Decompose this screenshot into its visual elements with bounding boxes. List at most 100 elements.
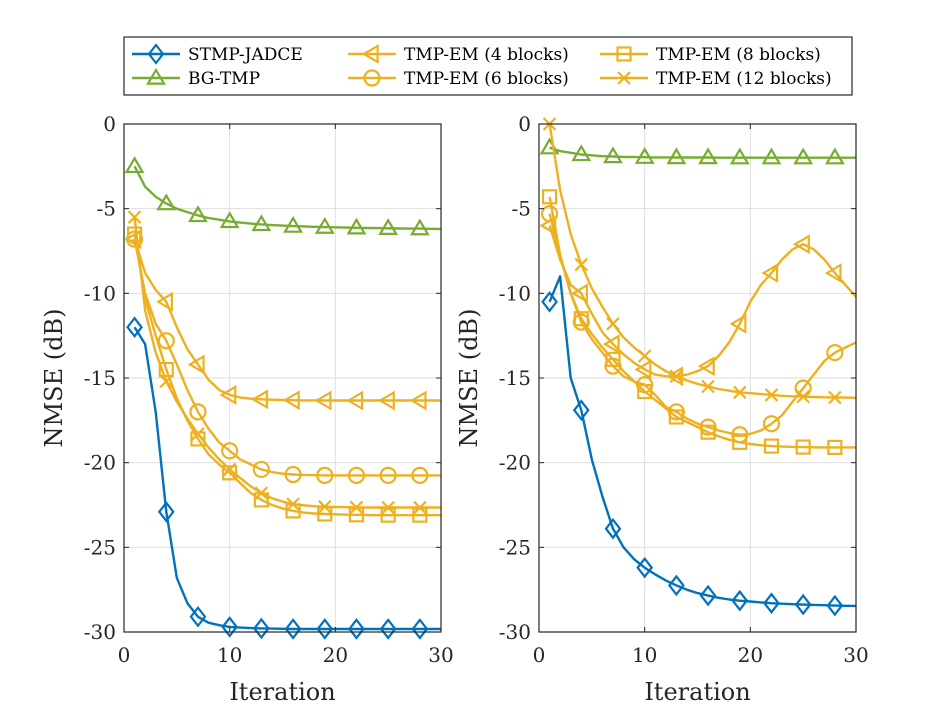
legend-label: TMP-EM (4 blocks): [404, 45, 569, 65]
data-point-t8: [605, 351, 621, 367]
series-line-t12: [548, 123, 857, 399]
data-point-t8: [637, 383, 653, 400]
data-point-t4: [602, 334, 620, 355]
data-point-t12: [286, 497, 300, 511]
data-point-t8: [222, 465, 238, 481]
data-point-bg: [314, 216, 335, 234]
y-tick-label: -15: [84, 366, 116, 390]
data-point-stmp: [316, 618, 334, 640]
y-tick-label: -30: [499, 620, 531, 644]
data-point-stmp: [826, 594, 844, 617]
data-point-t8: [795, 439, 811, 455]
data-point-bg: [571, 144, 592, 162]
y-tick-label: -5: [512, 197, 531, 221]
series-stmp: [541, 275, 857, 617]
data-point-t6: [347, 466, 366, 484]
data-point-bg: [283, 215, 303, 233]
data-point-stmp: [699, 584, 717, 607]
legend-marker-t8: [616, 46, 632, 62]
data-point-t12: [574, 257, 589, 272]
data-point-t4: [666, 366, 684, 387]
data-point-stmp: [541, 291, 558, 313]
data-point-t4: [219, 385, 237, 405]
y-tick-label: -25: [84, 535, 116, 559]
legend-marker-t6: [363, 69, 381, 87]
data-point-t8: [700, 424, 716, 440]
series-t4: [124, 229, 441, 411]
data-point-t6: [316, 466, 334, 484]
x-axis-label: Iteration: [229, 678, 335, 706]
data-point-bg: [156, 193, 177, 211]
data-point-bg: [729, 147, 750, 165]
data-point-t12: [669, 369, 684, 384]
data-point-t6: [379, 466, 397, 484]
data-point-t4: [634, 359, 652, 380]
data-point-t8: [158, 361, 174, 378]
data-point-t8: [827, 439, 843, 456]
x-tick-label: 10: [632, 643, 657, 667]
x-axis-label: Iteration: [644, 678, 750, 706]
x-tick-label: 0: [118, 643, 131, 667]
data-point-bg: [824, 147, 845, 165]
y-tick-label: -25: [499, 535, 531, 559]
data-point-t12: [317, 499, 332, 514]
data-point-bg: [378, 218, 399, 236]
series-t12: [542, 117, 857, 405]
x-tick-label: 0: [533, 643, 546, 667]
legend-marker-bg: [146, 67, 166, 85]
data-point-t6: [157, 332, 175, 350]
y-tick-label: 0: [518, 112, 531, 136]
x-tick-label: 20: [323, 643, 348, 667]
data-point-stmp: [252, 617, 270, 640]
y-tick-label: -10: [499, 281, 531, 305]
data-point-bg: [666, 147, 687, 165]
data-point-t6: [252, 460, 270, 479]
series-t8: [541, 189, 856, 456]
legend-item-stmp: STMP-JADCE: [132, 43, 303, 65]
legend-item-t6: TMP-EM (6 blocks): [348, 69, 569, 89]
x-tick-label: 30: [843, 643, 868, 667]
data-point-t4: [824, 263, 842, 283]
data-point-bg: [346, 217, 367, 235]
data-point-stmp: [411, 618, 429, 640]
series-line-stmp: [133, 326, 441, 631]
legend-label: TMP-EM (6 blocks): [404, 69, 569, 89]
data-point-t12: [413, 500, 427, 515]
data-point-t12: [254, 486, 269, 500]
data-point-t12: [796, 389, 810, 404]
data-point-stmp: [348, 618, 365, 640]
data-point-bg: [188, 205, 208, 223]
data-point-stmp: [763, 592, 780, 615]
series-bg: [124, 156, 442, 236]
data-point-t12: [701, 379, 715, 394]
data-point-t8: [732, 434, 748, 450]
data-point-t12: [222, 462, 237, 477]
data-point-bg: [761, 147, 782, 165]
data-point-t12: [637, 349, 652, 363]
series-stmp: [126, 316, 441, 640]
data-point-t4: [314, 390, 332, 411]
data-point-bg: [251, 214, 272, 232]
data-point-t12: [381, 500, 395, 515]
data-point-t8: [763, 438, 780, 454]
data-point-t8: [541, 189, 558, 205]
data-point-t12: [732, 385, 747, 400]
data-point-t4: [571, 283, 588, 304]
y-tick-label: -15: [499, 366, 531, 390]
data-point-bg: [698, 147, 718, 165]
data-point-t6: [284, 465, 302, 484]
data-point-t6: [826, 344, 844, 362]
data-point-t4: [729, 313, 747, 334]
data-point-t8: [126, 226, 143, 242]
y-tick-label: -20: [499, 451, 531, 475]
legend-label: BG-TMP: [188, 69, 260, 89]
y-tick-label: -30: [84, 620, 116, 644]
data-point-stmp: [604, 517, 622, 540]
data-point-t4: [156, 291, 173, 312]
data-point-stmp: [284, 618, 302, 640]
data-point-bg: [124, 156, 145, 174]
data-point-stmp: [379, 618, 397, 640]
y-tick-label: 0: [103, 112, 116, 136]
y-tick-label: -10: [84, 281, 116, 305]
data-point-t6: [189, 403, 207, 421]
